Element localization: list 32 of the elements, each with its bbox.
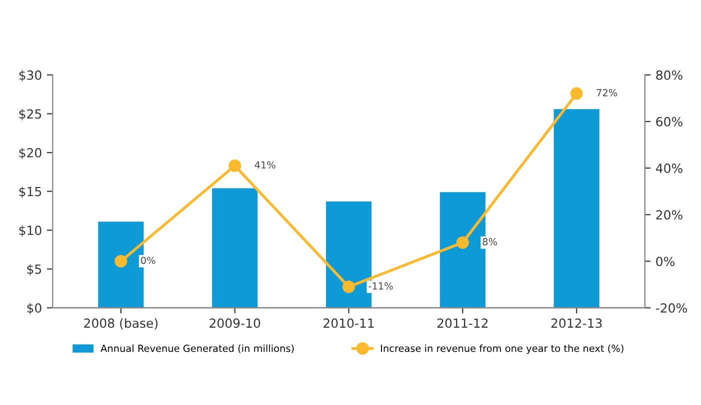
y-tick-label: $15 xyxy=(19,186,42,198)
y-tick-label: $10 xyxy=(19,225,42,237)
y2-tick-label: 60% xyxy=(656,116,682,126)
data-label: 8% xyxy=(482,238,497,246)
bar xyxy=(554,109,600,308)
y-tick-label: $5 xyxy=(27,264,42,276)
legend-label: Increase in revenue from one year to the next (%) xyxy=(381,344,624,354)
x-tick-label: 2008 (base) xyxy=(84,318,158,330)
y2-tick-label: 80% xyxy=(656,70,682,80)
point xyxy=(342,280,355,294)
y2-tick-label: 20% xyxy=(656,210,682,220)
y-tick-label: $0 xyxy=(27,303,42,314)
point xyxy=(114,254,128,268)
data-label: 41% xyxy=(254,161,276,169)
data-label: 72% xyxy=(596,89,618,96)
data-label: -11% xyxy=(368,282,393,290)
data-label: 0% xyxy=(141,256,156,264)
point xyxy=(570,87,583,100)
legend-label: Annual Revenue Generated (in millions) xyxy=(100,344,294,354)
y2-tick-label: 0% xyxy=(656,256,674,266)
point xyxy=(456,236,469,249)
y2-tick-label: 40% xyxy=(656,164,682,173)
x-tick-label: 2012-13 xyxy=(551,318,602,328)
x-tick-label: 2009-10 xyxy=(210,318,260,328)
x-tick-label: 2011-12 xyxy=(437,318,488,328)
y-tick-label: $25 xyxy=(19,108,42,120)
bar xyxy=(212,188,258,308)
x-tick-label: 2010-11 xyxy=(324,318,374,328)
y-tick-label: $30 xyxy=(19,70,42,82)
y-tick-label: $20 xyxy=(19,148,42,160)
point xyxy=(228,159,242,172)
y2-tick-label: -20% xyxy=(656,303,687,313)
